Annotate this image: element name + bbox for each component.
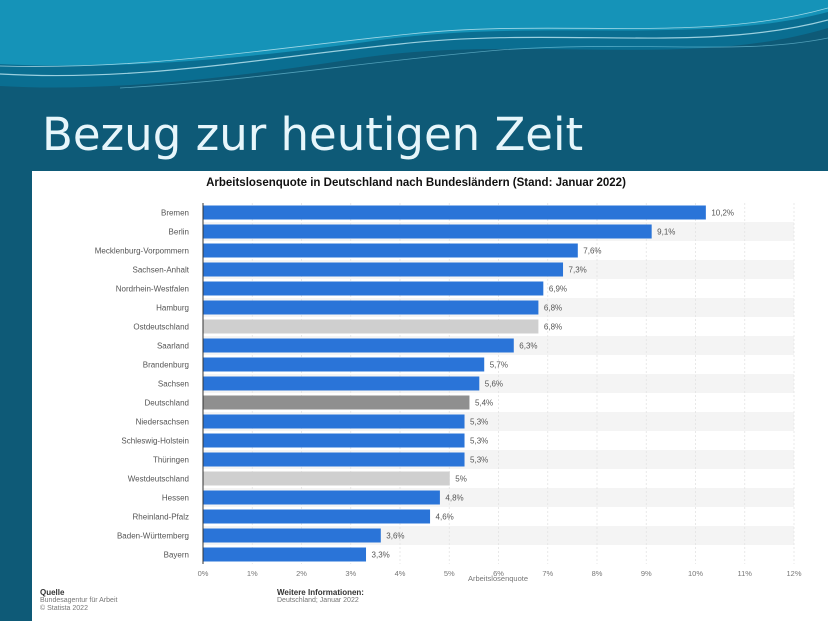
category-label: Rheinland-Pfalz [133,513,189,522]
value-label: 6,3% [519,342,537,351]
info-line-1: Deutschland; Januar 2022 [277,597,359,604]
x-tick-label: 10% [688,569,703,578]
bar [203,357,485,372]
value-label: 3,3% [372,551,390,560]
bar [203,452,465,467]
source-heading: Quelle [40,588,65,597]
bar [203,338,514,353]
x-tick-label: 1% [247,569,258,578]
bar [203,547,367,562]
category-label: Deutschland [145,399,189,408]
value-label: 7,6% [583,247,601,256]
bar [203,262,564,277]
source-line-2: © Statista 2022 [40,605,88,612]
category-label: Bayern [164,551,189,560]
bar [203,243,578,258]
value-label: 5,3% [470,418,488,427]
category-label: Baden-Württemberg [117,532,189,541]
category-label: Ostdeutschland [133,323,189,332]
x-tick-label: 6% [493,569,504,578]
bar [203,376,480,391]
bar [203,471,450,486]
value-label: 10,2% [711,209,734,218]
value-label: 6,9% [549,285,567,294]
bar [203,414,465,429]
category-label: Saarland [157,342,189,351]
slide-title: Bezug zur heutigen Zeit [42,108,584,161]
bar [203,319,539,334]
x-tick-label: 7% [542,569,553,578]
bar [203,490,440,505]
category-label: Schleswig-Holstein [121,437,189,446]
bar [203,205,706,220]
category-label: Mecklenburg-Vorpommern [95,247,189,256]
category-label: Sachsen-Anhalt [133,266,190,275]
source-line-1: Bundesagentur für Arbeit [40,597,118,604]
x-tick-label: 9% [641,569,652,578]
wave-line-2 [0,7,828,67]
bar-chart: Arbeitslosenquote in Deutschland nach Bu… [95,177,802,583]
chart-panel: Arbeitslosenquote in Deutschland nach Bu… [32,171,828,621]
x-tick-label: 5% [444,569,455,578]
chart-bars: Bremen 10,2% Berlin 9,1% Mecklenburg-Vorpomm… [95,205,734,562]
category-label: Hessen [162,494,189,503]
category-label: Bremen [161,209,189,218]
bar [203,224,652,239]
bar [203,528,381,543]
value-label: 4,6% [436,513,454,522]
category-label: Niedersachsen [136,418,189,427]
value-label: 7,3% [569,266,587,275]
value-label: 3,6% [386,532,404,541]
category-label: Westdeutschland [128,475,189,484]
bar [203,300,539,315]
x-tick-label: 0% [198,569,209,578]
footer-info: Weitere Informationen: Deutschland; Janu… [277,588,364,605]
category-label: Brandenburg [143,361,189,370]
bar [203,433,465,448]
value-label: 5,3% [470,437,488,446]
value-label: 5,3% [470,456,488,465]
value-label: 9,1% [657,228,675,237]
info-heading: Weitere Informationen: [277,588,364,597]
x-tick-label: 2% [296,569,307,578]
value-label: 5,4% [475,399,493,408]
bar [203,395,470,410]
bar [203,281,544,296]
bar [203,509,431,524]
wave-line-3 [119,37,828,89]
x-axis-label: Arbeitslosenquote [468,574,528,583]
x-tick-label: 12% [786,569,801,578]
x-tick-label: 8% [592,569,603,578]
value-label: 4,8% [445,494,463,503]
value-label: 5,7% [490,361,508,370]
category-label: Nordrhein-Westfalen [116,285,189,294]
footer-source: Quelle Bundesagentur für Arbeit © Statis… [40,588,117,613]
x-tick-label: 4% [395,569,406,578]
category-label: Berlin [169,228,189,237]
x-tick-label: 11% [738,569,753,578]
wave-band-light [0,0,828,66]
category-label: Thüringen [153,456,189,465]
value-label: 5,6% [485,380,503,389]
category-label: Hamburg [156,304,189,313]
value-label: 5% [455,475,467,484]
wave-line-1 [0,19,828,77]
category-label: Sachsen [158,380,189,389]
chart-title: Arbeitslosenquote in Deutschland nach Bu… [206,177,626,189]
value-label: 6,8% [544,304,562,313]
x-tick-label: 3% [345,569,356,578]
value-label: 6,8% [544,323,562,332]
